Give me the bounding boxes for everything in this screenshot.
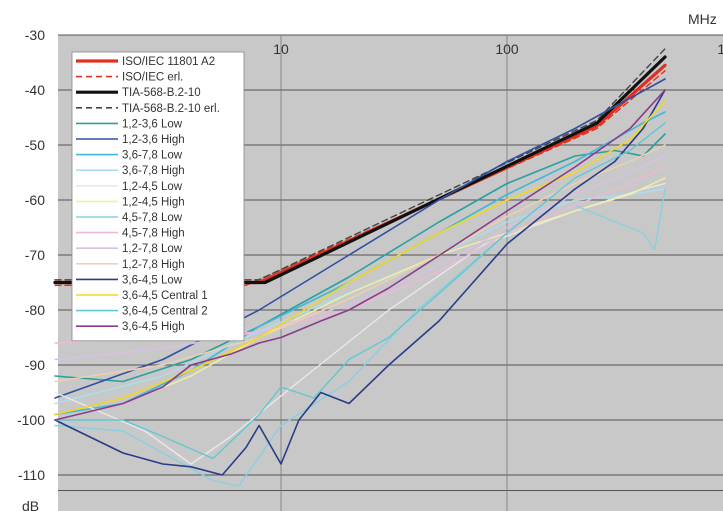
legend-label: 1,2-7,8 High [122,259,185,271]
series-line-13 [54,155,666,361]
legend-label: 1,2-3,6 High [122,134,185,146]
series-line-18 [54,89,666,421]
legend-box [71,51,245,342]
legend-label: 4,5-7,8 Low [122,212,183,224]
y-tick-label: -90 [25,357,45,373]
legend-label: 3,6-7,8 High [122,165,185,177]
y-tick-label: -110 [18,467,45,483]
y-tick-label: -80 [25,302,45,318]
series-line-11 [54,188,666,487]
legend-label: 1,2-4,5 Low [122,181,183,193]
y-tick-label: -40 [25,82,45,98]
legend-label: ISO/IEC erl. [122,72,183,84]
legend-label: 4,5-7,8 High [122,228,185,240]
y-tick-label: -100 [17,412,45,428]
y-tick-label: -60 [25,192,45,208]
legend-label: 1,2-7,8 Low [122,243,183,255]
legend-label: 1,2-4,5 High [122,196,185,208]
series-line-15 [54,89,666,476]
series-line-5 [54,133,666,383]
y-tick-label: -50 [25,137,45,153]
legend-label: 3,6-4,5 Central 2 [122,306,208,318]
series-line-9 [54,182,666,465]
legend-label: 3,6-4,5 Low [122,274,183,286]
legend-label: 3,6-4,5 High [122,321,185,333]
legend-label: TIA-568-B.2-10 erl. [122,103,220,115]
y-tick-label: -30 [25,27,45,43]
series-line-17 [54,122,666,460]
y-unit-label: dB [22,498,39,511]
series-line-16 [54,100,666,416]
x-axis-ticks: 10 100 1000 [273,41,723,57]
legend-label: 3,6-7,8 Low [122,150,183,162]
legend-label: TIA-568-B.2-10 [122,87,201,99]
legend-label: ISO/IEC 11801 A2 [122,56,215,68]
x-tick-label: 1000 [717,41,723,57]
legend-label: 3,6-4,5 Central 1 [122,290,208,302]
y-tick-label: -70 [25,247,45,263]
legend-label: 1,2-3,6 Low [122,118,183,130]
legend: ISO/IEC 11801 A2 ISO/IEC erl. TIA-568-B.2-… [71,51,245,342]
y-axis-ticks: -30 -40 -50 -60 -70 -80 -90 -100 -110 [17,27,45,483]
x-tick-label: 100 [495,41,519,57]
x-unit-label: MHz [688,11,717,27]
x-tick-label: 10 [273,41,289,57]
